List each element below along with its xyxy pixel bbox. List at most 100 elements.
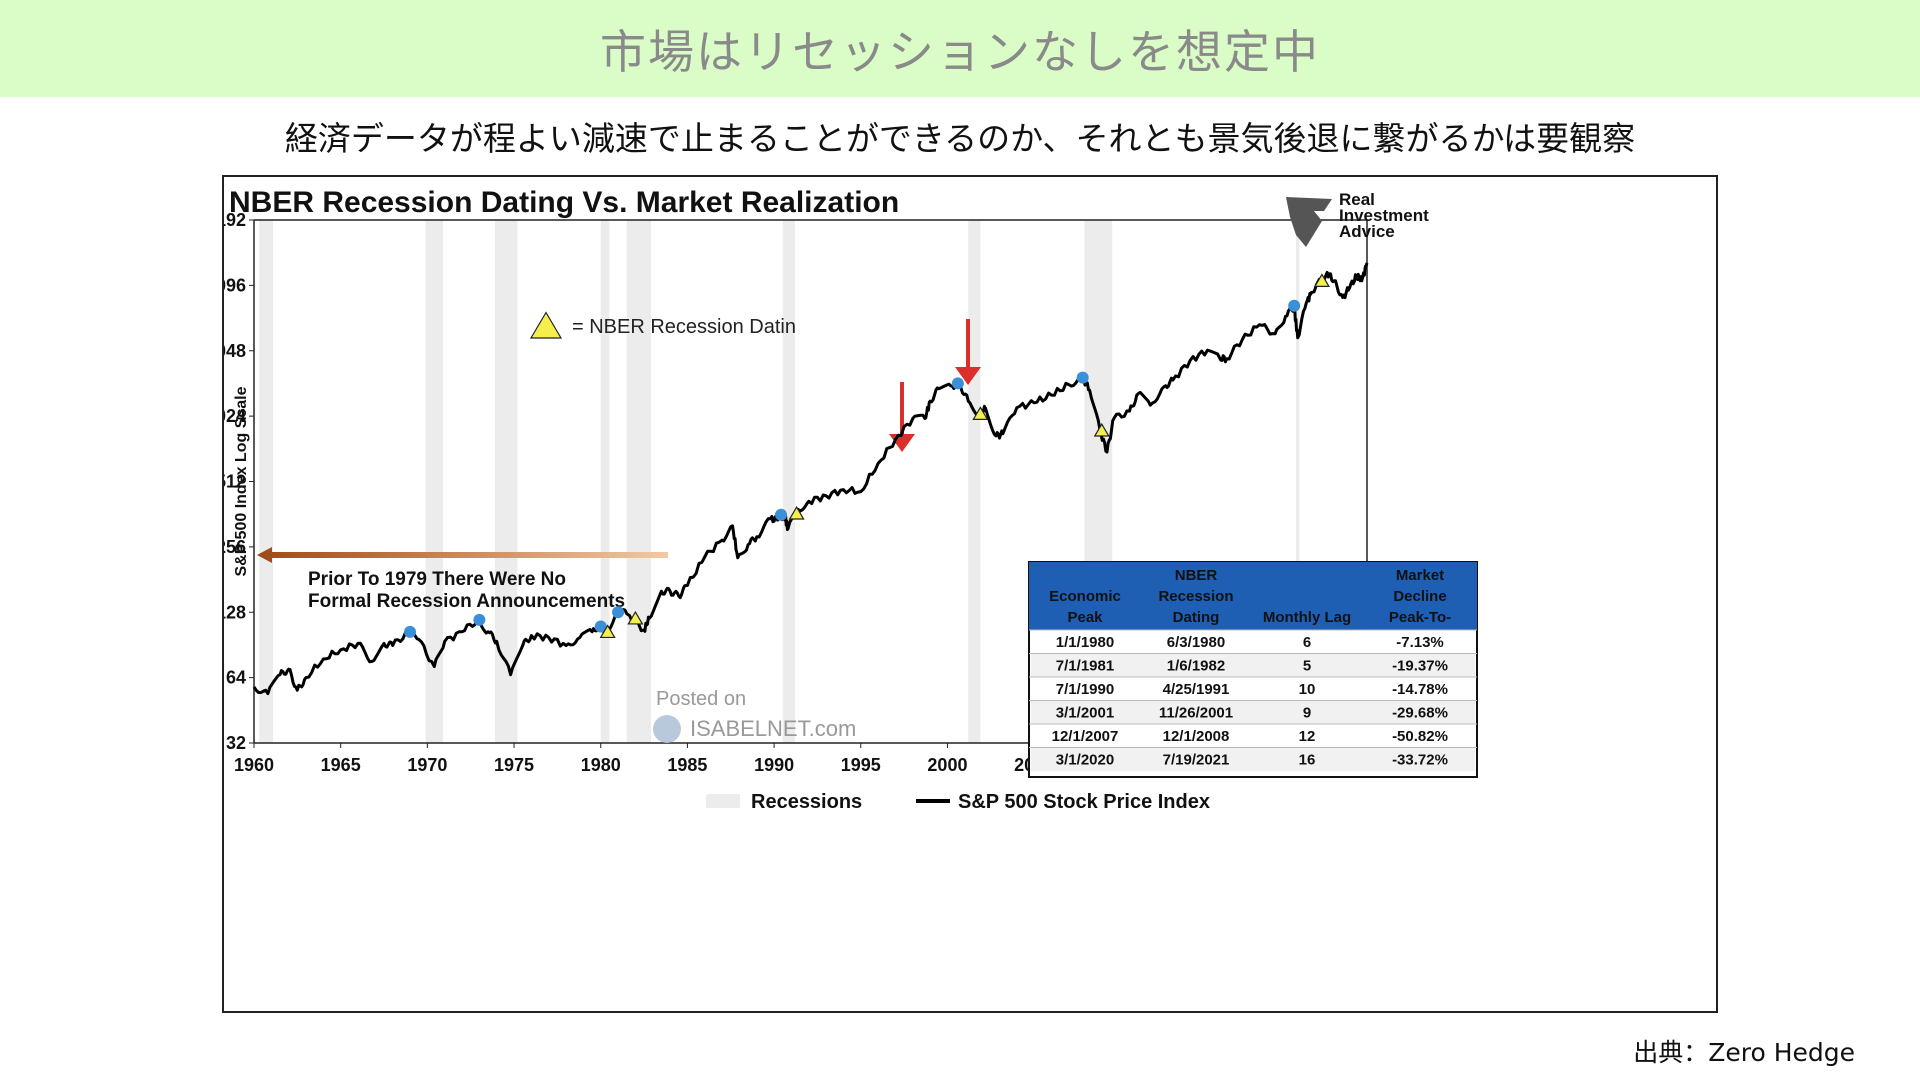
table-cell-1-3: -19.37%	[1392, 658, 1448, 675]
table-cell-5-1: 7/19/2021	[1163, 752, 1230, 769]
recession-band-1	[425, 220, 443, 743]
nber-dating-marker-0	[599, 624, 616, 639]
y-axis-label: S&P 500 Index Log Scale	[233, 386, 250, 576]
nber-dating-marker-5	[1313, 273, 1330, 287]
watermark-line-1: Posted on	[656, 688, 746, 710]
summary-table: Economic Peak NBER Recession Dating Monthly L…	[1028, 561, 1478, 778]
table-cell-1-2: 5	[1303, 658, 1311, 675]
watermark-line-2: ISABELNET.com	[690, 716, 856, 741]
table-cell-4-1: 12/1/2008	[1163, 728, 1230, 745]
sp500-line	[252, 262, 1369, 696]
table-cell-4-2: 12	[1299, 728, 1316, 745]
marker-legend-text: = NBER Recession Datin	[572, 316, 796, 338]
table-cell-0-3: -7.13%	[1396, 634, 1444, 651]
banner-title: 市場はリセッションなしを想定中	[600, 24, 1320, 79]
table-cell-3-3: -29.68%	[1392, 705, 1448, 722]
x-tick-1960: 1960	[234, 755, 274, 775]
source-credit: 出典：Zero Hedge	[1633, 1038, 1855, 1067]
table-cell-1-1: 1/6/1982	[1167, 658, 1225, 675]
pre-1979-arrow	[257, 547, 668, 563]
table-cell-2-2: 10	[1299, 681, 1316, 698]
logo-text-1: Investment	[1339, 206, 1429, 225]
x-tick-1965: 1965	[321, 755, 361, 775]
legend-line-label: S&P 500 Stock Price Index	[958, 791, 1210, 813]
x-tick-2000: 2000	[927, 755, 967, 775]
recession-band-2	[494, 220, 518, 743]
table-header-1-2: Dating	[1173, 609, 1220, 626]
table-cell-4-0: 12/1/2007	[1052, 728, 1119, 745]
x-tick-1980: 1980	[581, 755, 621, 775]
y-tick-64: 64	[226, 668, 246, 688]
x-tick-1975: 1975	[494, 755, 534, 775]
table-cell-1-0: 7/1/1981	[1056, 658, 1114, 675]
logo-icon	[1286, 197, 1332, 247]
table-header-0-0: Economic	[1049, 588, 1121, 605]
economic-peak-dot-1	[473, 613, 486, 626]
table-cell-0-1: 6/3/1980	[1167, 634, 1225, 651]
x-tick-1995: 1995	[841, 755, 881, 775]
economic-peak-dot-5	[951, 377, 964, 390]
recession-band-6	[968, 220, 981, 743]
marker-legend-triangle	[529, 311, 563, 339]
annotation-line-1: Prior To 1979 There Were No	[308, 569, 566, 590]
table-cell-0-0: 1/1/1980	[1056, 634, 1114, 651]
table-cell-3-1: 11/26/2001	[1159, 705, 1233, 722]
legend-recessions-label: Recessions	[751, 791, 862, 813]
table-cell-5-2: 16	[1299, 752, 1316, 769]
table-header-3-2: Peak-To-	[1389, 609, 1451, 626]
chart-title: NBER Recession Dating Vs. Market Realiza…	[229, 186, 899, 219]
slide-subtitle: 経済データが程よい減速で止まることができるのか、それとも景気後退に繋がるかは要観…	[284, 119, 1636, 158]
table-header-bg	[1029, 562, 1477, 630]
nber-dating-marker-1	[627, 610, 644, 625]
recession-band-5	[782, 220, 795, 743]
recession-band-4	[626, 220, 652, 743]
y-tick-1024: 1024	[224, 406, 246, 426]
logo-text-2: Advice	[1339, 222, 1395, 241]
recession-band-0	[259, 220, 274, 743]
economic-peak-dot-3	[612, 606, 625, 619]
table-cell-0-2: 6	[1303, 634, 1311, 651]
nber-dating-marker-2	[788, 505, 805, 520]
table-cell-2-1: 4/25/1991	[1163, 681, 1230, 698]
table-header-2-0: Monthly Lag	[1263, 609, 1351, 626]
legend-recessions-swatch	[706, 794, 740, 808]
annotation-line-2: Formal Recession Announcements	[308, 591, 625, 612]
table-row-bg	[1031, 653, 1475, 677]
y-tick-2048: 2048	[224, 341, 246, 361]
economic-peak-dot-0	[404, 625, 417, 638]
table-header-3-1: Decline	[1393, 588, 1446, 605]
table-cell-4-3: -50.82%	[1392, 728, 1448, 745]
y-tick-128: 128	[224, 602, 246, 622]
watermark-globe-icon	[653, 715, 681, 743]
chart-frame: 8192409620481024512256128643219601965197…	[222, 175, 1718, 1013]
y-tick-32: 32	[226, 733, 246, 753]
table-header-0-1: Peak	[1067, 609, 1103, 626]
table-cell-2-0: 7/1/1990	[1056, 681, 1114, 698]
y-tick-4096: 4096	[224, 275, 246, 295]
table-row-bg	[1031, 747, 1475, 771]
red-arrow-2-head	[955, 367, 981, 385]
economic-peak-dot-4	[775, 508, 788, 521]
table-header-1-0: NBER	[1175, 567, 1218, 584]
nber-dating-marker-3	[972, 406, 989, 420]
economic-peak-dot-6	[1076, 371, 1089, 384]
table-header-1-1: Recession	[1158, 588, 1233, 605]
y-tick-512: 512	[224, 472, 246, 492]
table-cell-3-2: 9	[1303, 705, 1311, 722]
y-tick-8192: 8192	[224, 210, 246, 230]
table-cell-5-0: 3/1/2020	[1056, 752, 1114, 769]
recession-band-3	[600, 220, 610, 743]
economic-peak-dot-7	[1288, 299, 1301, 312]
y-tick-256: 256	[224, 537, 246, 557]
economic-peak-dot-2	[594, 620, 607, 633]
table-header-3-0: Market	[1396, 567, 1444, 584]
table-cell-2-3: -14.78%	[1392, 681, 1448, 698]
table-cell-3-0: 3/1/2001	[1056, 705, 1114, 722]
chart: 8192409620481024512256128643219601965197…	[224, 186, 1478, 813]
header-banner: 市場はリセッションなしを想定中	[0, 0, 1920, 97]
x-tick-1990: 1990	[754, 755, 794, 775]
recession-band-8	[1295, 220, 1300, 743]
table-cell-5-3: -33.72%	[1392, 752, 1448, 769]
logo-text-0: Real	[1339, 190, 1375, 209]
